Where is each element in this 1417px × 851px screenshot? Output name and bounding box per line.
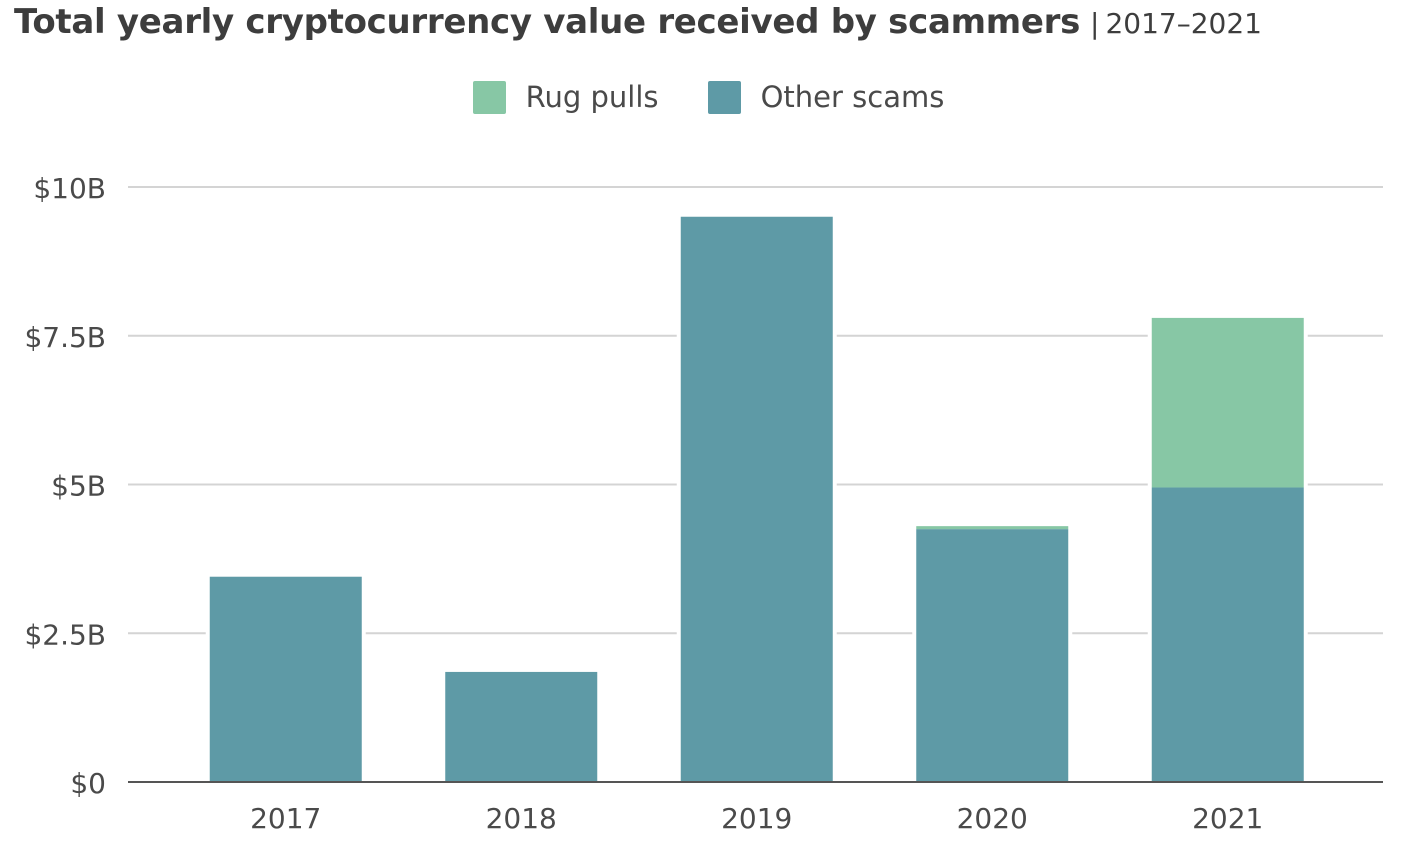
bar-other-scams-2018 — [445, 671, 598, 782]
bar-other-scams-2019 — [680, 216, 833, 782]
bars — [205, 216, 1308, 782]
y-tick-label: $0 — [70, 767, 106, 800]
bar-other-scams-2021 — [1151, 487, 1304, 782]
x-tick-label: 2020 — [957, 802, 1028, 835]
bar-other-scams-2017 — [209, 576, 362, 782]
x-tick-label: 2017 — [250, 802, 321, 835]
y-tick-label: $7.5B — [24, 321, 106, 354]
legend-swatch-other-scams — [707, 80, 741, 114]
y-tick-label: $2.5B — [24, 618, 106, 651]
bar-rug-pulls-2020 — [916, 526, 1069, 530]
legend-swatch-rug-pulls — [472, 80, 506, 114]
chart-title: Total yearly cryptocurrency value receiv… — [14, 2, 1081, 42]
legend-label-rug-pulls: Rug pulls — [525, 80, 659, 114]
chart-header: Total yearly cryptocurrency value receiv… — [14, 2, 1262, 42]
legend-item-rug-pulls: Rug pulls — [472, 80, 659, 114]
legend-label-other-scams: Other scams — [760, 80, 945, 114]
legend-item-other-scams: Other scams — [707, 80, 945, 114]
x-tick-label: 2018 — [486, 802, 557, 835]
chart-legend: Rug pulls Other scams — [0, 80, 1417, 114]
x-tick-label: 2021 — [1192, 802, 1263, 835]
y-tick-label: $5B — [51, 470, 106, 503]
bar-rug-pulls-2021 — [1151, 317, 1304, 488]
axes: $0 $2.5B $5B $7.5B $10B 2017 2018 2019 2020 2021 — [24, 172, 1383, 835]
y-tick-label: $10B — [33, 172, 106, 205]
bar-other-scams-2020 — [916, 529, 1069, 782]
chart-subtitle: 2017–2021 — [1105, 7, 1262, 40]
title-separator: | — [1090, 7, 1100, 40]
x-tick-label: 2019 — [721, 802, 792, 835]
